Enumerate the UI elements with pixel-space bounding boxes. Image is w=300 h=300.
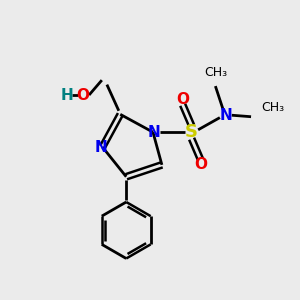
Text: N: N xyxy=(219,108,232,123)
Text: N: N xyxy=(147,125,160,140)
Text: O: O xyxy=(176,92,189,107)
Text: S: S xyxy=(185,123,198,141)
Text: H: H xyxy=(60,88,73,103)
Text: CH₃: CH₃ xyxy=(262,101,285,114)
Text: CH₃: CH₃ xyxy=(204,66,227,79)
Text: N: N xyxy=(94,140,107,154)
Text: O: O xyxy=(194,158,207,172)
Text: O: O xyxy=(76,88,90,103)
